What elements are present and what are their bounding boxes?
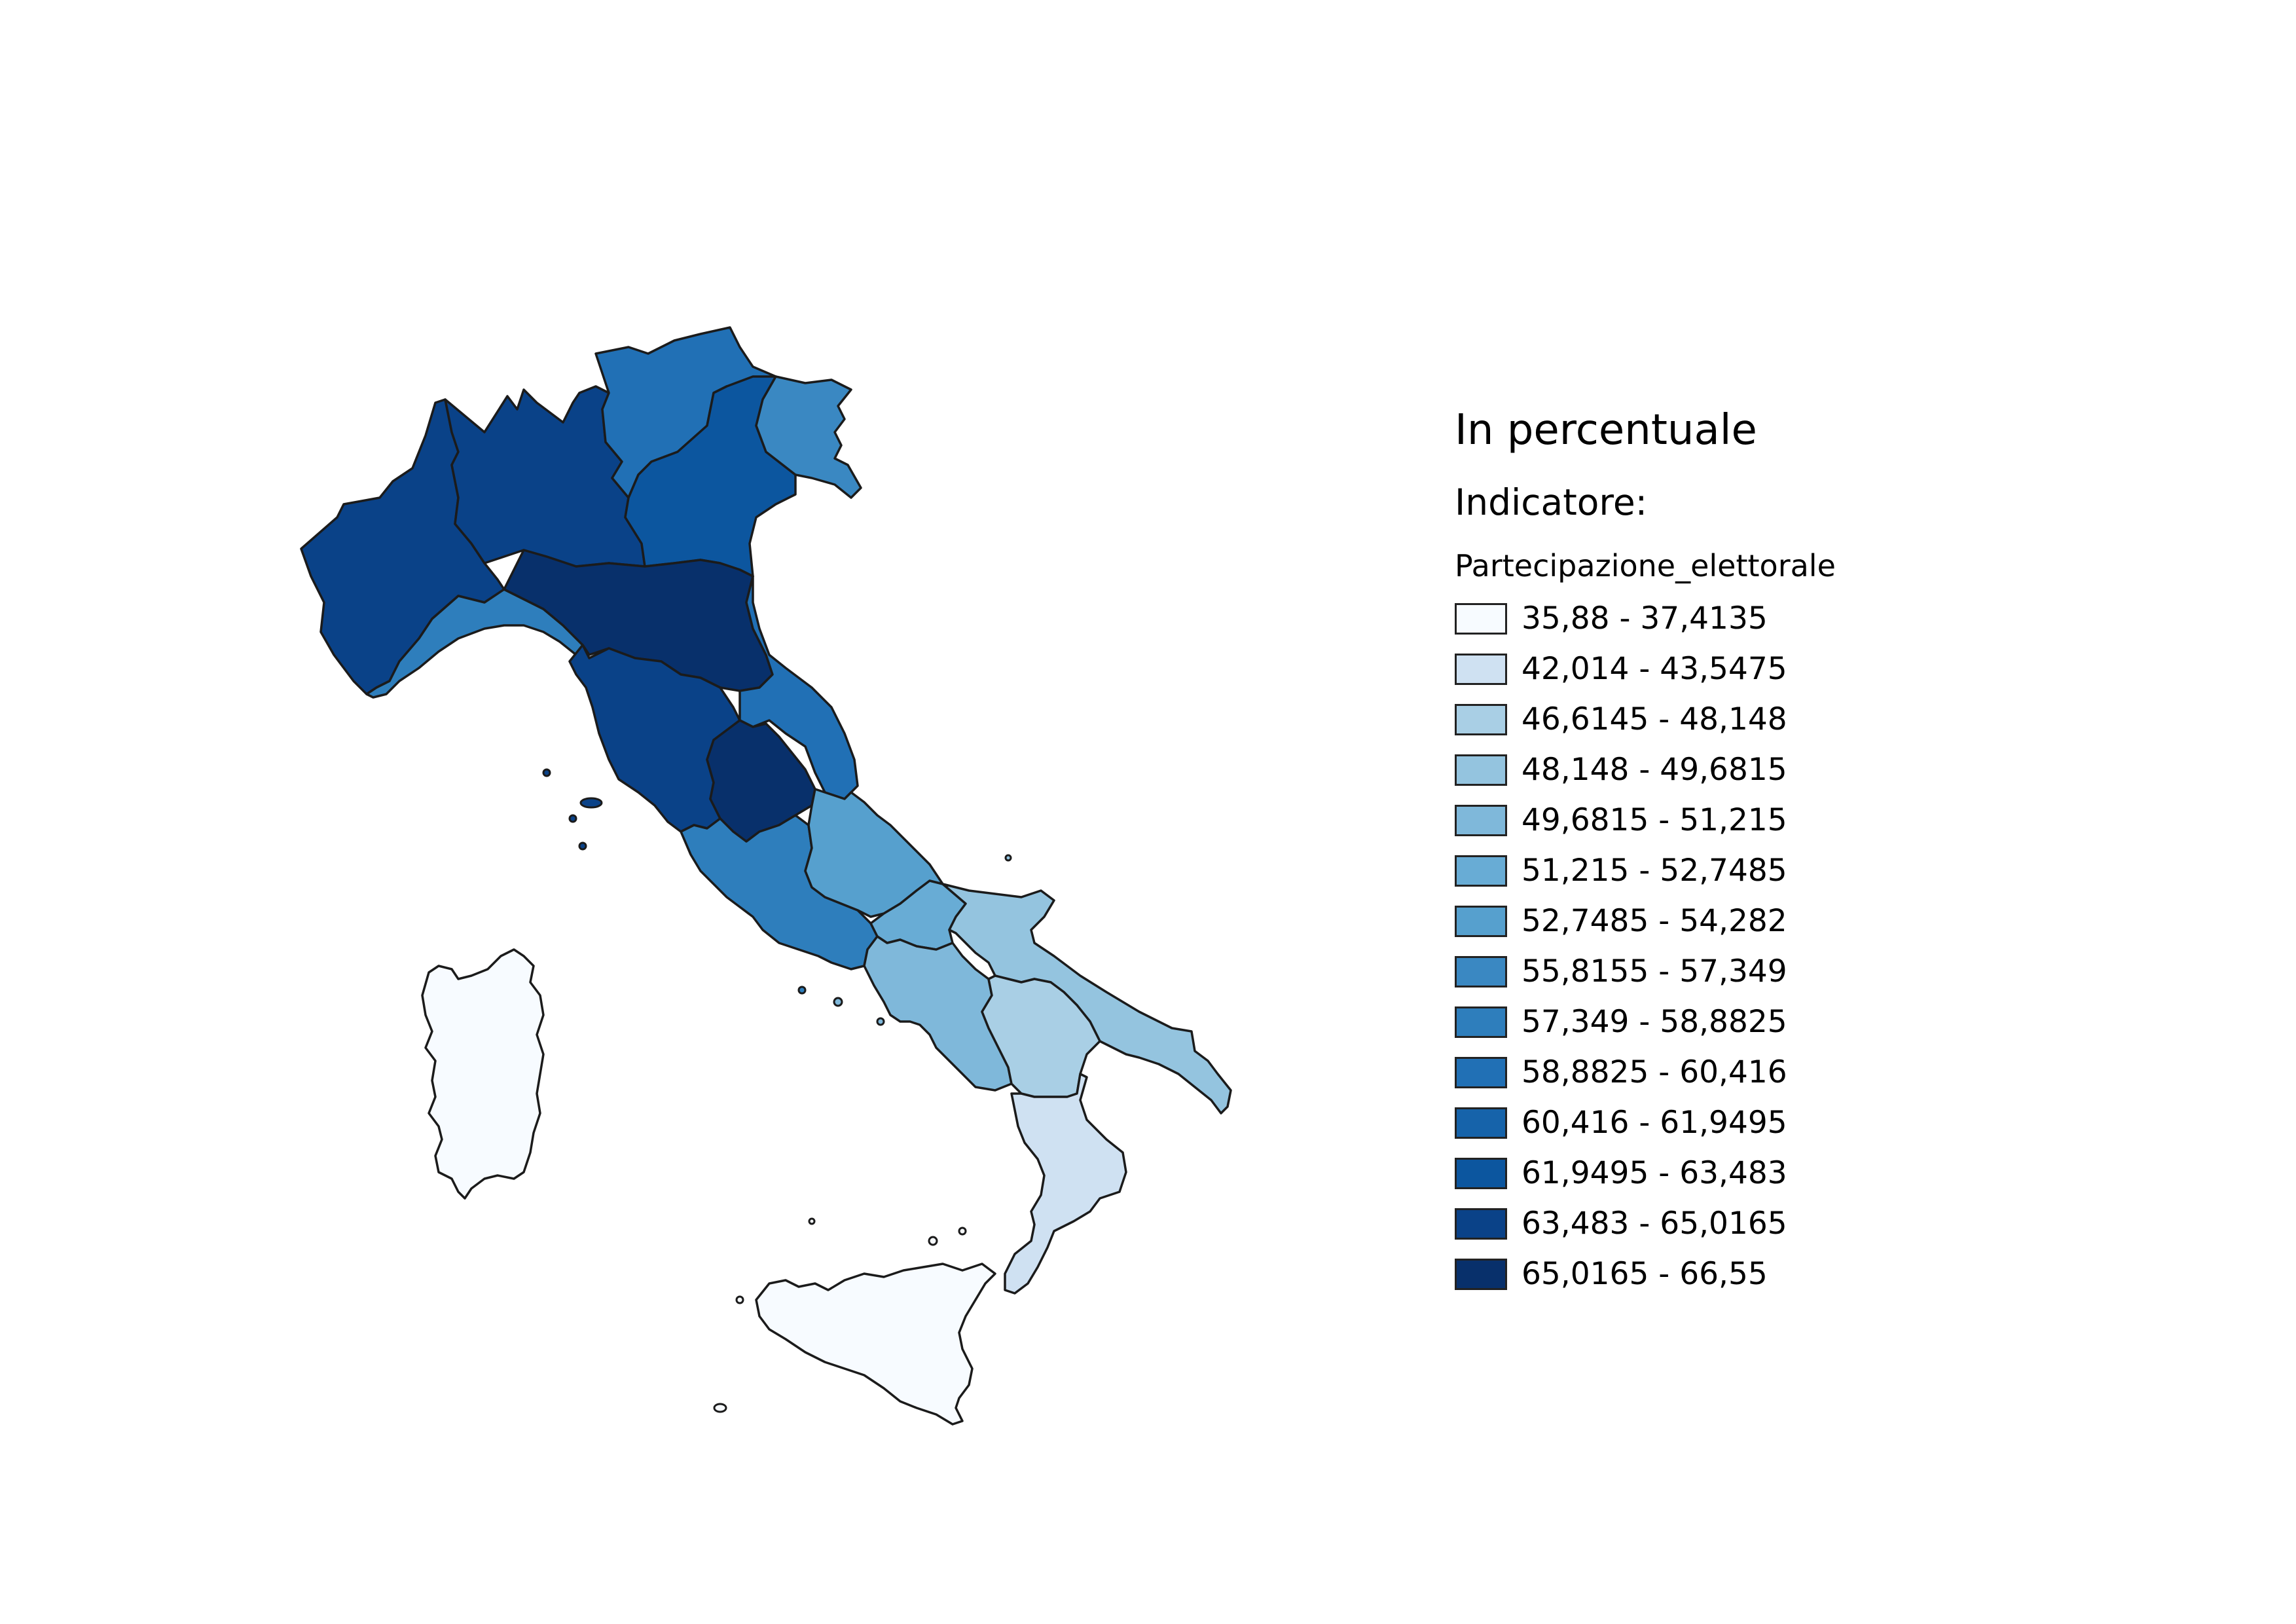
region-marche: [738, 575, 859, 800]
legend-subtitle: Indicatore:: [1455, 481, 1648, 523]
island-capri: [876, 1017, 885, 1026]
legend-swatch: [1455, 804, 1507, 836]
region-puglia: [941, 883, 1232, 1115]
region-friuli-venezia-giulia: [755, 375, 862, 499]
island-ponza: [797, 986, 807, 995]
legend-range-label: 63,483 - 65,0165: [1522, 1206, 1787, 1242]
island-ischia: [833, 997, 843, 1007]
legend-item: 57,349 - 58,8825: [1455, 997, 1836, 1047]
legend-range-label: 35,88 - 37,4135: [1522, 600, 1768, 637]
legend-range-label: 52,7485 - 54,282: [1522, 903, 1787, 939]
legend-item: 58,8825 - 60,416: [1455, 1047, 1836, 1098]
island-elba: [579, 797, 603, 809]
region-sardegna: [421, 948, 545, 1200]
island-egadi: [735, 1295, 744, 1304]
legend-swatch: [1455, 703, 1507, 735]
legend-item: 46,6145 - 48,148: [1455, 694, 1836, 745]
island-lipari: [928, 1236, 938, 1246]
legend-range-label: 57,349 - 58,8825: [1522, 1004, 1787, 1040]
legend-item: 65,0165 - 66,55: [1455, 1249, 1836, 1299]
island-tremiti: [1004, 854, 1012, 862]
legend-swatch: [1455, 1107, 1507, 1139]
region-calabria: [1004, 1073, 1127, 1295]
legend-range-label: 51,215 - 52,7485: [1522, 853, 1787, 889]
legend-swatch: [1455, 955, 1507, 987]
legend-swatch: [1455, 653, 1507, 685]
legend-field-name: Partecipazione_elettorale: [1455, 548, 1836, 583]
legend-swatch: [1455, 602, 1507, 635]
legend-range-label: 46,6145 - 48,148: [1522, 701, 1787, 737]
legend-swatch: [1455, 1056, 1507, 1088]
legend-class-list: 35,88 - 37,4135 42,014 - 43,5475 46,6145…: [1455, 593, 1836, 1299]
legend-swatch: [1455, 855, 1507, 887]
legend-item: 60,416 - 61,9495: [1455, 1098, 1836, 1148]
legend-range-label: 49,6815 - 51,215: [1522, 802, 1787, 838]
island-giglio: [568, 814, 577, 823]
legend-item: 63,483 - 65,0165: [1455, 1198, 1836, 1249]
legend-swatch: [1455, 754, 1507, 786]
island-montecristo: [578, 841, 587, 851]
legend-item: 48,148 - 49,6815: [1455, 745, 1836, 795]
legend-swatch: [1455, 905, 1507, 937]
island-stromboli: [958, 1227, 967, 1236]
legend-swatch: [1455, 1258, 1507, 1290]
legend-item: 55,8155 - 57,349: [1455, 946, 1836, 997]
legend-range-label: 55,8155 - 57,349: [1522, 953, 1787, 989]
legend-swatch: [1455, 1157, 1507, 1189]
legend-swatch: [1455, 1208, 1507, 1240]
island-pantelleria: [713, 1403, 727, 1413]
legend-title: In percentuale: [1455, 406, 1757, 454]
legend-swatch: [1455, 1006, 1507, 1038]
legend-range-label: 60,416 - 61,9495: [1522, 1105, 1787, 1141]
legend-range-label: 42,014 - 43,5475: [1522, 651, 1787, 687]
island-ustica: [808, 1217, 816, 1225]
island-capraia: [542, 768, 551, 777]
legend-range-label: 65,0165 - 66,55: [1522, 1256, 1768, 1292]
legend-range-label: 48,148 - 49,6815: [1522, 752, 1787, 788]
legend-item: 35,88 - 37,4135: [1455, 593, 1836, 644]
legend-range-label: 58,8825 - 60,416: [1522, 1054, 1787, 1090]
legend-item: 52,7485 - 54,282: [1455, 896, 1836, 946]
legend-item: 61,9495 - 63,483: [1455, 1148, 1836, 1198]
legend-range-label: 61,9495 - 63,483: [1522, 1155, 1787, 1191]
legend-item: 49,6815 - 51,215: [1455, 795, 1836, 845]
legend-item: 51,215 - 52,7485: [1455, 845, 1836, 896]
map-legend: In percentuale Indicatore: Partecipazion…: [1455, 399, 1836, 1299]
region-sicilia: [755, 1263, 996, 1426]
legend-item: 42,014 - 43,5475: [1455, 644, 1836, 694]
